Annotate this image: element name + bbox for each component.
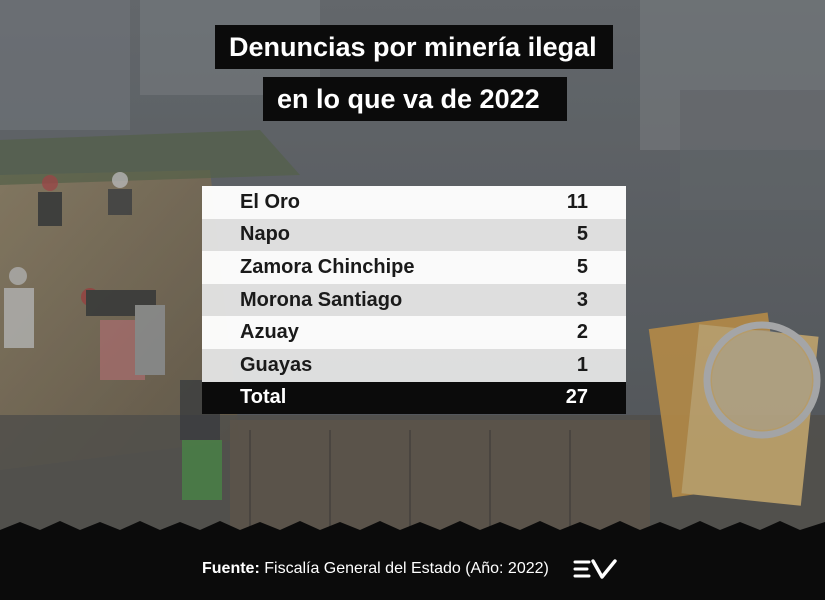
- total-row: Total 27: [202, 381, 626, 415]
- ecuavisa-logo-icon: [573, 559, 617, 579]
- province-label: Guayas: [240, 353, 313, 376]
- total-count: 27: [565, 386, 588, 409]
- province-label: Zamora Chinchipe: [240, 255, 415, 278]
- province-label: Azuay: [240, 321, 299, 344]
- source-text: Fiscalía General del Estado (Año: 2022): [264, 560, 549, 577]
- table-row: Napo 5: [202, 218, 626, 252]
- total-label: Total: [240, 386, 287, 409]
- source-credit: Fuente: Fiscalía General del Estado (Año…: [202, 560, 549, 578]
- complaint-count: 5: [576, 255, 588, 278]
- complaint-count: 3: [576, 288, 588, 311]
- table-row: Guayas 1: [202, 348, 626, 382]
- table-row: Morona Santiago 3: [202, 283, 626, 317]
- province-label: El Oro: [240, 190, 301, 213]
- title-line-2: en lo que va de 2022: [263, 77, 567, 121]
- complaint-count: 1: [576, 353, 588, 376]
- table-row: Zamora Chinchipe 5: [202, 251, 626, 284]
- province-label: Napo: [240, 223, 290, 246]
- province-label: Morona Santiago: [240, 288, 403, 311]
- complaints-table: El Oro 11 Napo 5 Zamora Chinchipe 5 Moro…: [202, 186, 626, 415]
- table-row: El Oro 11: [202, 186, 626, 219]
- table-row: Azuay 2: [202, 316, 626, 349]
- footer-bar: [0, 533, 825, 600]
- complaint-count: 11: [566, 190, 588, 213]
- complaint-count: 2: [576, 321, 588, 344]
- title-line-1: Denuncias por minería ilegal: [215, 25, 613, 69]
- source-label: Fuente:: [202, 560, 260, 577]
- complaint-count: 5: [576, 223, 588, 246]
